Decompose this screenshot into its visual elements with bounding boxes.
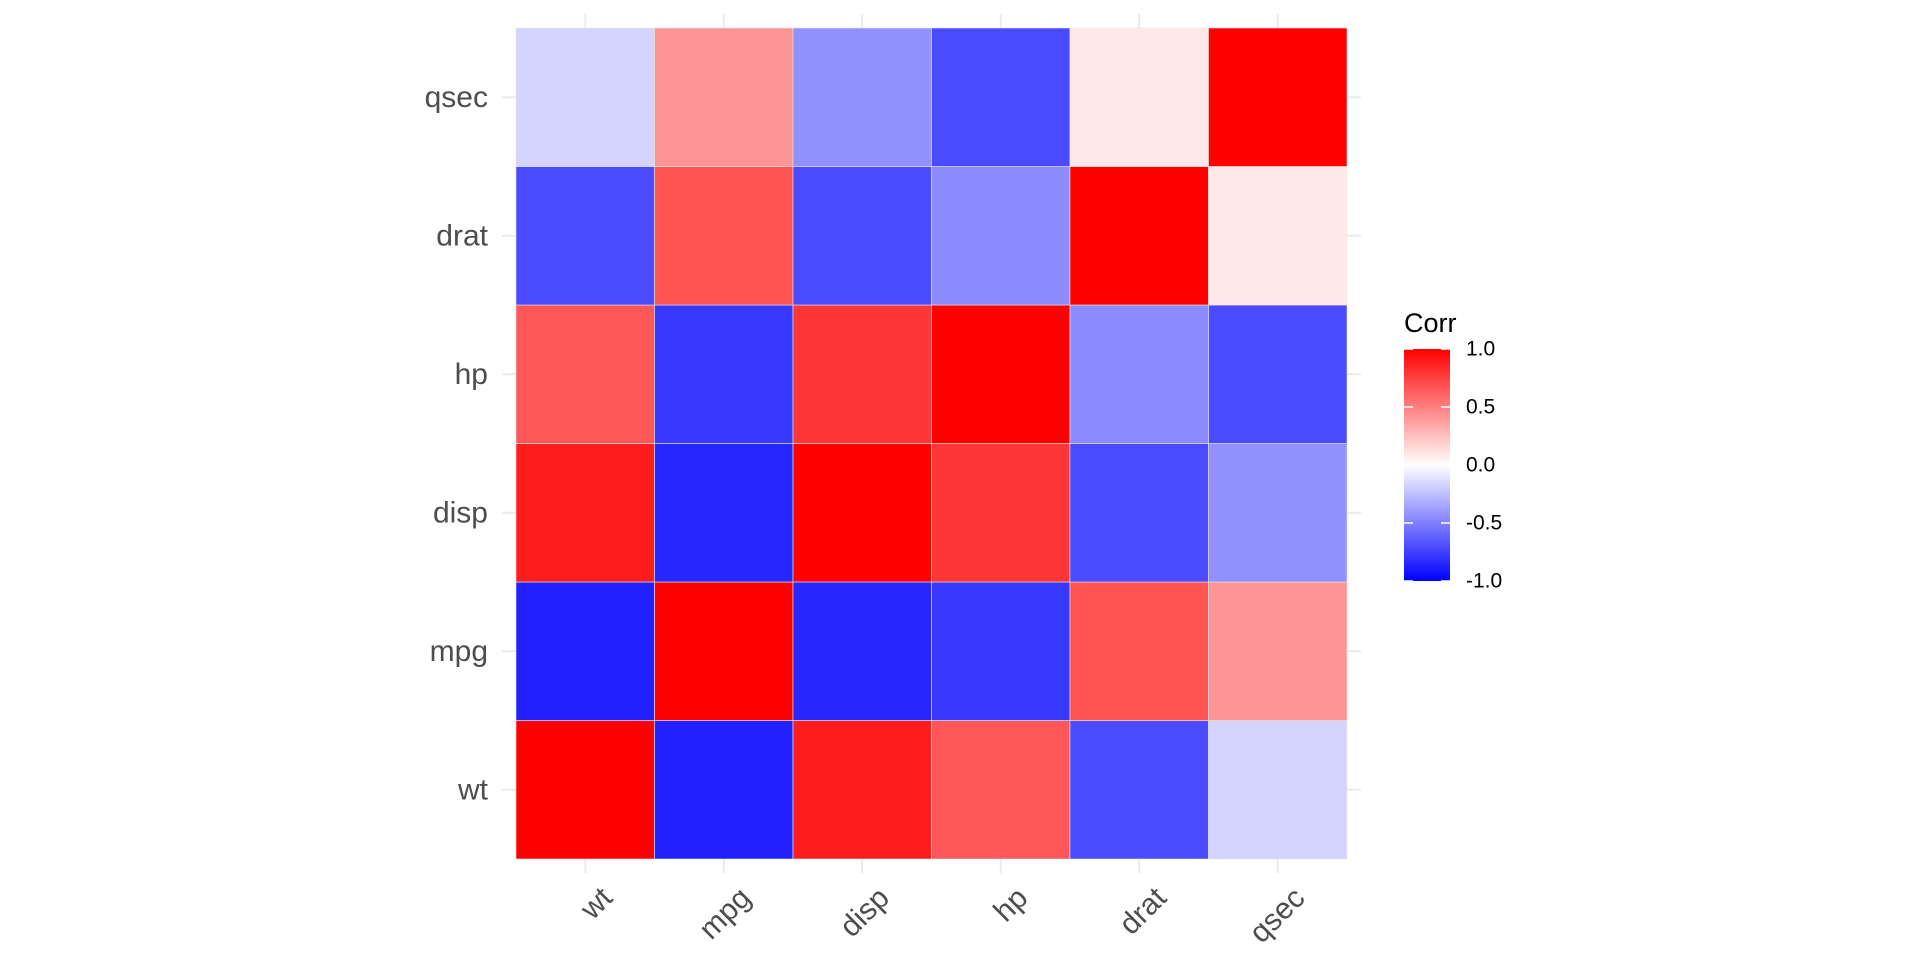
heatmap-cell (792, 304, 932, 444)
heatmap-cell (792, 27, 932, 167)
y-axis-tick-labels: wt mpg disp hp drat qsec (425, 81, 489, 807)
heatmap-cell (931, 166, 1071, 306)
y-tick-label: wt (457, 773, 489, 806)
legend-break-label: 0.0 (1466, 454, 1495, 477)
legend-title: Corr (1404, 308, 1457, 338)
heatmap-tiles (515, 27, 1348, 860)
heatmap-cell (931, 443, 1071, 583)
heatmap-cell (792, 581, 932, 721)
heatmap-cell (654, 27, 794, 167)
heatmap-cell (931, 304, 1071, 444)
x-tick-label: qsec (1243, 881, 1311, 949)
heatmap-cell (1069, 27, 1209, 167)
heatmap-cell (1069, 720, 1209, 860)
legend-break-label: -1.0 (1466, 570, 1502, 593)
legend-break-label: 1.0 (1466, 338, 1495, 361)
heatmap-cell (1069, 443, 1209, 583)
heatmap-cell (1069, 304, 1209, 444)
heatmap-cell (515, 166, 655, 306)
heatmap-cell (1208, 443, 1348, 583)
heatmap-cell (515, 304, 655, 444)
heatmap-cell (792, 443, 932, 583)
heatmap-cell (1069, 166, 1209, 306)
x-axis-tick-labels: wt mpg disp hp drat qsec (574, 881, 1312, 950)
legend-ticks: 1.0 0.5 0.0 -0.5 -1.0 (1404, 338, 1502, 593)
y-tick-label: mpg (430, 635, 488, 668)
x-tick-label: disp (834, 881, 896, 943)
x-tick-label: drat (1113, 881, 1173, 941)
y-tick-label: disp (433, 496, 488, 529)
heatmap-cell (1208, 720, 1348, 860)
heatmap-cell (931, 581, 1071, 721)
heatmap-cell (931, 27, 1071, 167)
heatmap-cell (1208, 27, 1348, 167)
y-tick-label: hp (455, 358, 488, 391)
heatmap-cell (515, 443, 655, 583)
heatmap-cell (515, 720, 655, 860)
heatmap-cell (792, 166, 932, 306)
heatmap-cell (654, 443, 794, 583)
heatmap-cell (1208, 581, 1348, 721)
heatmap-cell (792, 720, 932, 860)
x-tick-label: hp (987, 881, 1034, 928)
heatmap-cell (1208, 166, 1348, 306)
heatmap-cell (515, 581, 655, 721)
y-tick-label: qsec (425, 81, 488, 114)
heatmap-cell (654, 304, 794, 444)
x-tick-label: wt (574, 881, 620, 927)
heatmap-cell (654, 166, 794, 306)
heatmap-cell (654, 720, 794, 860)
heatmap-cell (1208, 304, 1348, 444)
heatmap-cell (1069, 581, 1209, 721)
y-tick-label: drat (436, 219, 488, 252)
x-tick-label: mpg (693, 881, 758, 946)
legend-break-label: 0.5 (1466, 396, 1495, 419)
legend-break-label: -0.5 (1466, 512, 1502, 535)
heatmap-cell (515, 27, 655, 167)
heatmap-cell (931, 720, 1071, 860)
heatmap-cell (654, 581, 794, 721)
legend: Corr 1.0 0.5 0.0 -0.5 -1.0 (1404, 308, 1502, 593)
